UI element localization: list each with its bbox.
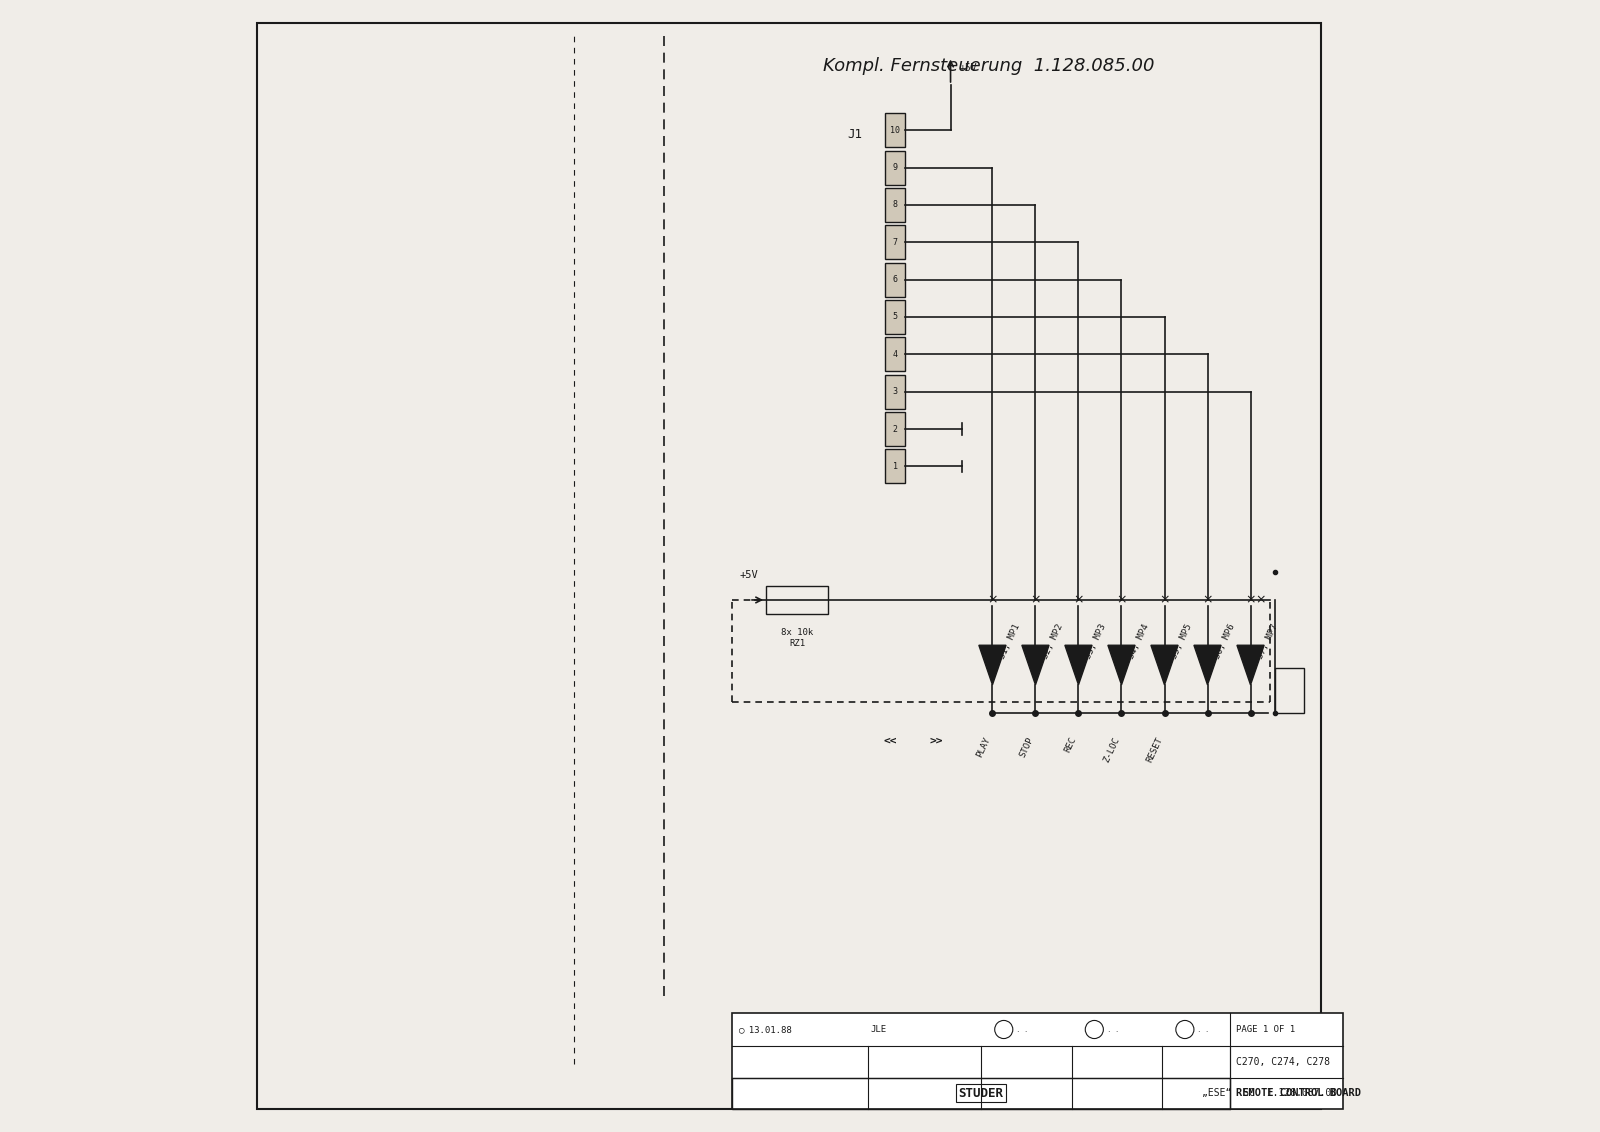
Polygon shape	[1022, 645, 1050, 685]
Text: +5V: +5V	[960, 63, 978, 72]
Bar	[885, 113, 906, 147]
Bar	[1275, 668, 1304, 713]
Bar	[885, 375, 906, 409]
Text: 8x 10k
RZ1: 8x 10k RZ1	[781, 628, 813, 648]
Text: ×: ×	[1117, 593, 1126, 607]
Text: ×: ×	[987, 593, 998, 607]
Text: ◯ 13.01.88: ◯ 13.01.88	[738, 1024, 792, 1034]
Text: 7: 7	[893, 238, 898, 247]
Text: 8: 8	[893, 200, 898, 209]
Text: S4, MP4: S4, MP4	[1126, 623, 1152, 660]
Text: S5, MP5: S5, MP5	[1170, 623, 1194, 660]
Text: <<: <<	[883, 736, 898, 746]
Bar	[885, 412, 906, 446]
Text: ×: ×	[1030, 593, 1040, 607]
Bar	[885, 263, 906, 297]
Text: Z-LOC: Z-LOC	[1102, 736, 1122, 764]
Text: 5: 5	[893, 312, 898, 321]
Bar	[885, 300, 906, 334]
Polygon shape	[979, 645, 1006, 685]
Bar	[885, 225, 906, 259]
Bar	[885, 449, 906, 483]
Bar	[766, 586, 829, 614]
Text: ×: ×	[1074, 593, 1083, 607]
Text: STOP: STOP	[1018, 736, 1035, 760]
Text: JLE: JLE	[870, 1024, 886, 1034]
Text: >>: >>	[930, 736, 942, 746]
Text: RESET: RESET	[1146, 736, 1165, 764]
Polygon shape	[1237, 645, 1264, 685]
Text: REC: REC	[1064, 736, 1078, 754]
Text: .  .: . .	[1198, 1024, 1210, 1034]
Text: .  .: . .	[1107, 1024, 1118, 1034]
Text: J1: J1	[848, 129, 862, 142]
Text: 1: 1	[893, 462, 898, 471]
Text: C270, C274, C278: C270, C274, C278	[1235, 1057, 1330, 1066]
Polygon shape	[1066, 645, 1093, 685]
Text: ×: ×	[1256, 593, 1266, 607]
Polygon shape	[1150, 645, 1178, 685]
Text: PLAY: PLAY	[974, 736, 992, 760]
Bar	[885, 337, 906, 371]
Bar	[885, 188, 906, 222]
Text: S1, MP1: S1, MP1	[998, 623, 1022, 660]
Bar	[733, 1013, 1344, 1109]
Text: STUDER: STUDER	[958, 1087, 1003, 1100]
Bar	[885, 151, 906, 185]
Polygon shape	[1194, 645, 1221, 685]
Text: REMOTE CONTROL BOARD: REMOTE CONTROL BOARD	[1235, 1089, 1362, 1098]
Bar	[733, 1078, 1230, 1109]
Text: .  .: . .	[1018, 1024, 1027, 1034]
Text: PAGE 1 OF 1: PAGE 1 OF 1	[1235, 1024, 1294, 1034]
Text: 6: 6	[893, 275, 898, 284]
Text: S2, MP2: S2, MP2	[1042, 623, 1066, 660]
Text: 3: 3	[893, 387, 898, 396]
Text: ×: ×	[1245, 593, 1256, 607]
Text: ×: ×	[1202, 593, 1213, 607]
Text: S6, MP6: S6, MP6	[1213, 623, 1237, 660]
Text: 4: 4	[893, 350, 898, 359]
Text: 10: 10	[890, 126, 901, 135]
Text: „ESE“  SC  1.128.087.00: „ESE“ SC 1.128.087.00	[1202, 1089, 1338, 1098]
Text: 9: 9	[893, 163, 898, 172]
Text: Kompl. Fernsteuerung  1.128.085.00: Kompl. Fernsteuerung 1.128.085.00	[822, 57, 1154, 75]
Text: ×: ×	[1160, 593, 1170, 607]
Polygon shape	[1107, 645, 1134, 685]
Text: S7, MP7: S7, MP7	[1256, 623, 1280, 660]
Text: +5V: +5V	[739, 569, 758, 580]
Text: S3, MP3: S3, MP3	[1085, 623, 1109, 660]
Text: 2: 2	[893, 424, 898, 434]
